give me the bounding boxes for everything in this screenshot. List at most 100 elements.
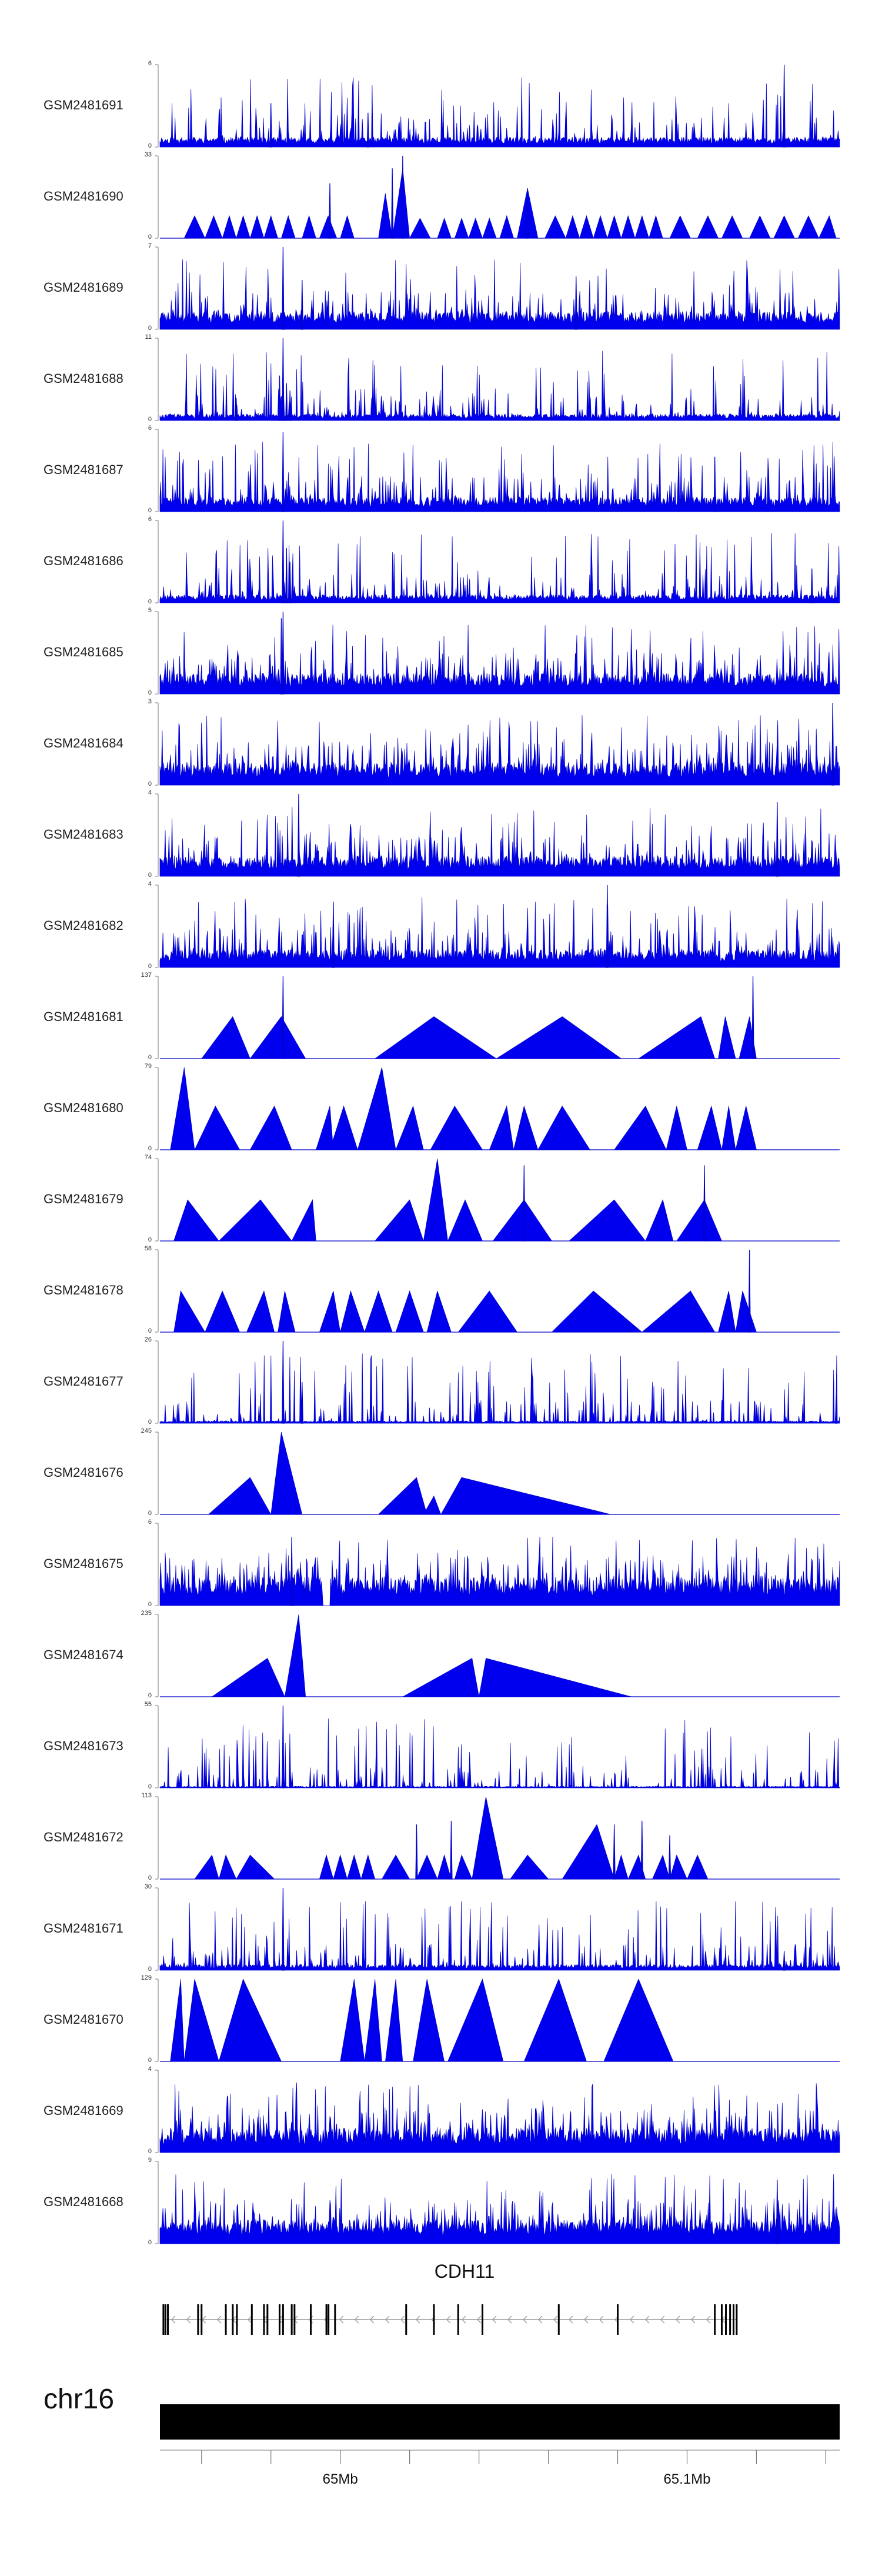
signal-peak [637, 1016, 716, 1059]
strand-arrow-icon [247, 2315, 252, 2324]
signal-area [159, 259, 840, 330]
signal-peak [222, 215, 237, 239]
signal-peak [236, 1854, 275, 1880]
track-label: GSM2481675 [44, 1556, 123, 1571]
signal-spike [810, 568, 813, 603]
signal-peak [402, 1658, 479, 1697]
strand-arrow-icon [583, 2315, 589, 2324]
signal-peak [340, 1978, 365, 2062]
signal-spike [613, 1824, 616, 1880]
track-ymin-label: 0 [148, 1966, 152, 1973]
track-label: GSM2481690 [44, 189, 123, 203]
signal-area [159, 806, 840, 877]
track-ymin-label: 0 [148, 1783, 152, 1790]
track-label: GSM2481669 [44, 2103, 123, 2118]
signal-spike [282, 1887, 285, 1971]
signal-peak [340, 215, 355, 239]
track-label: GSM2481671 [44, 1921, 123, 1936]
strand-arrow-icon [186, 2315, 191, 2324]
track-label: GSM2481683 [44, 827, 123, 842]
track-label: GSM2481677 [44, 1374, 123, 1389]
strand-arrow-icon [690, 2315, 696, 2324]
signal-spike [297, 793, 300, 877]
signal-peak [496, 1016, 622, 1059]
signal-peak [364, 1978, 382, 2062]
signal-peak [249, 1105, 292, 1150]
signal-peak [499, 215, 514, 239]
strand-arrow-icon [492, 2315, 497, 2324]
signal-peak [385, 1978, 403, 2062]
signal-peak [194, 1854, 219, 1880]
signal-area [159, 1719, 840, 1788]
signal-area [159, 533, 840, 603]
track-ymin-label: 0 [148, 780, 152, 788]
signal-peak [315, 1106, 334, 1150]
signal-spike [300, 1382, 303, 1424]
track-ymax-label: 4 [148, 789, 152, 796]
signal-spike [300, 279, 303, 330]
signal-spike [703, 1165, 706, 1242]
signal-spike [526, 188, 529, 239]
strand-arrow-icon [461, 2315, 466, 2324]
strand-arrow-icon [537, 2315, 543, 2324]
track-label: GSM2481682 [44, 918, 123, 933]
strand-arrow-icon [400, 2315, 405, 2324]
track-ymax-label: 6 [148, 425, 152, 432]
track-ymax-label: 30 [144, 1883, 152, 1890]
signal-peak [652, 1854, 670, 1880]
signal-spike [235, 398, 238, 421]
signal-peak [364, 1290, 393, 1333]
track-ymin-label: 0 [148, 1236, 152, 1243]
signal-peak [607, 215, 622, 239]
signal-area [159, 1901, 840, 1971]
track-label: GSM2481680 [44, 1100, 123, 1115]
signal-peak [302, 215, 316, 239]
signal-peak [319, 1854, 334, 1880]
signal-spike [285, 383, 288, 421]
signal-peak [395, 1290, 424, 1333]
signal-peak [319, 1290, 341, 1333]
signal-peak [375, 1199, 424, 1242]
track-label: GSM2481688 [44, 371, 123, 386]
signal-peak [183, 215, 206, 239]
strand-arrow-icon [216, 2315, 222, 2324]
signal-peak [284, 1614, 306, 1697]
track-ymin-label: 0 [148, 2057, 152, 2064]
signal-spike [713, 456, 716, 512]
signal-peak [416, 1854, 438, 1880]
signal-area [159, 715, 840, 786]
signal-peak [381, 1854, 410, 1880]
strand-arrow-icon [354, 2315, 359, 2324]
signal-spike [332, 901, 335, 968]
track-ymax-label: 58 [144, 1245, 152, 1252]
signal-peak [513, 1105, 539, 1150]
signal-spike [285, 548, 288, 603]
strand-arrow-icon [644, 2315, 650, 2324]
track-ymax-label: 55 [144, 1701, 152, 1708]
track-ymin-label: 0 [148, 598, 152, 605]
strand-arrow-icon [415, 2315, 420, 2324]
track-ymax-label: 7 [148, 242, 152, 249]
signal-peak [205, 1290, 240, 1333]
signal-spike [668, 1835, 671, 1880]
track-ymin-label: 0 [148, 2148, 152, 2155]
signal-peak [392, 168, 410, 239]
track-label: GSM2481681 [44, 1009, 123, 1024]
signal-spike [282, 520, 285, 603]
signal-peak [749, 215, 771, 239]
strand-arrow-icon [675, 2315, 680, 2324]
signal-spike [282, 1705, 285, 1788]
signal-spike [606, 885, 609, 968]
signal-peak [697, 215, 719, 239]
track-label: GSM2481668 [44, 2194, 123, 2209]
signal-peak [447, 1199, 483, 1242]
signal-peak [430, 1105, 483, 1150]
x-axis-tick-label: 65Mb [322, 2471, 358, 2487]
strand-arrow-icon [476, 2315, 482, 2324]
signal-peak [603, 1978, 674, 2062]
signal-spike [289, 391, 292, 421]
signal-peak [218, 1854, 237, 1880]
strand-arrow-icon [171, 2315, 176, 2324]
signal-peak [569, 1199, 646, 1242]
signal-peak [319, 215, 338, 239]
